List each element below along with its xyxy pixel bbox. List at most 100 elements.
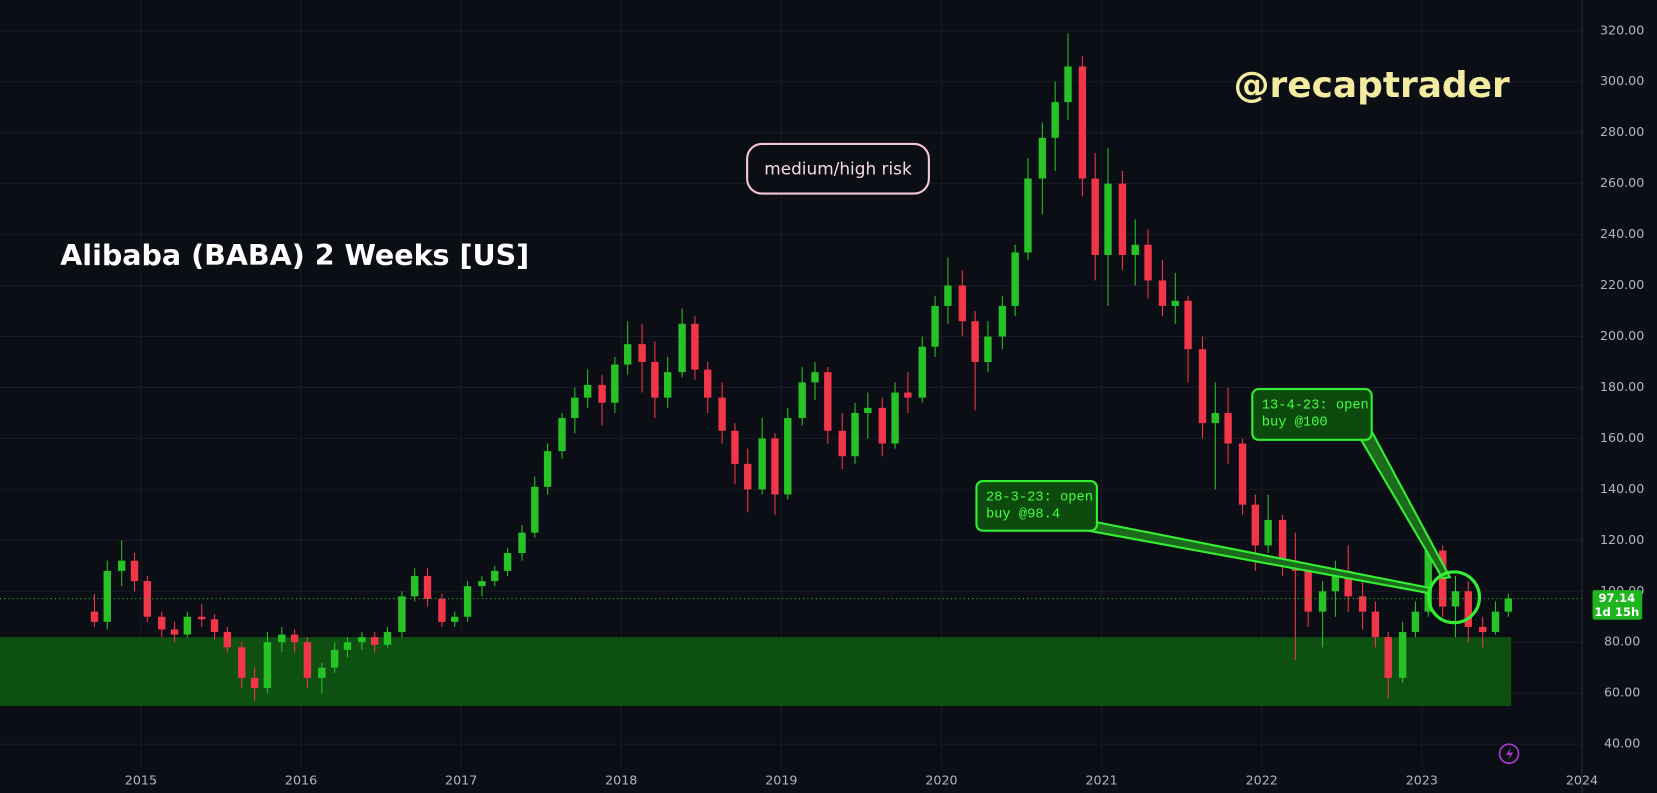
candle-body	[183, 616, 192, 635]
candle-body	[824, 372, 832, 431]
candle-body	[1478, 626, 1487, 633]
y-tick-label: 200.00	[1600, 328, 1644, 343]
y-tick-label: 320.00	[1600, 22, 1644, 37]
candle-body	[1278, 519, 1287, 561]
y-tick-label: 220.00	[1600, 277, 1644, 292]
candle-body	[638, 344, 646, 362]
candle-body	[1504, 598, 1513, 612]
candle-body	[518, 532, 526, 554]
callout-text: buy @100	[1262, 414, 1328, 430]
candle-body	[318, 667, 326, 678]
candle-body	[611, 364, 619, 403]
candle-body	[864, 407, 872, 413]
candle-body	[1131, 244, 1139, 255]
candle-body	[451, 616, 459, 622]
candle-body	[438, 598, 446, 622]
candle-body	[784, 418, 792, 495]
axes: 40.0060.0080.00100.00120.00140.00160.001…	[125, 22, 1645, 787]
candle-body	[678, 323, 686, 373]
candle-body	[623, 344, 632, 365]
y-tick-label: 240.00	[1600, 226, 1644, 241]
candle-body	[1078, 66, 1087, 179]
candle-body	[704, 369, 712, 398]
candle-body	[278, 634, 286, 643]
candles	[0, 33, 1582, 701]
candle-body	[1371, 611, 1380, 638]
candle-body	[1251, 504, 1260, 546]
candle-body	[1358, 596, 1367, 612]
x-tick-label: 2017	[445, 773, 477, 788]
candle-body	[1211, 412, 1219, 424]
candle-body	[984, 336, 992, 362]
candle-body	[811, 372, 819, 383]
y-tick-label: 300.00	[1600, 73, 1644, 88]
y-tick-label: 80.00	[1604, 634, 1640, 649]
candle-body	[798, 382, 806, 419]
countdown-label: 1d 15h	[1594, 605, 1639, 619]
watermark: @recaptrader	[1234, 65, 1510, 106]
candle-body	[1184, 300, 1192, 350]
candle-body	[1318, 591, 1327, 612]
x-tick-label: 2021	[1085, 773, 1117, 788]
candle-body	[263, 642, 272, 689]
candle-body	[731, 430, 739, 464]
candle-body	[1491, 611, 1500, 633]
candle-body	[598, 384, 606, 403]
alert-icon-bolt	[1505, 747, 1514, 761]
candle-body	[583, 384, 592, 398]
candle-body	[463, 586, 472, 617]
candle-body	[771, 438, 779, 495]
x-tick-label: 2018	[605, 773, 637, 788]
candle-body	[904, 392, 912, 398]
candle-body	[918, 346, 926, 398]
chart-title: Alibaba (BABA) 2 Weeks [US]	[60, 239, 529, 272]
candle-body	[143, 581, 152, 617]
candle-body	[1104, 183, 1112, 255]
candle-body	[503, 553, 512, 571]
candle-body	[958, 285, 967, 322]
callout-box	[975, 479, 1098, 532]
candle-body	[878, 407, 886, 444]
last-price-label: 97.14	[1598, 591, 1635, 605]
candle-body	[343, 642, 352, 650]
highlight-circle	[1427, 570, 1482, 625]
candle-body	[383, 632, 392, 645]
candle-body	[117, 560, 126, 571]
candle-body	[531, 486, 539, 533]
candle-body	[1451, 591, 1460, 607]
y-tick-label: 140.00	[1600, 481, 1644, 496]
candle-body	[543, 451, 552, 487]
candle-body	[998, 305, 1007, 337]
candle-body	[1304, 570, 1312, 612]
candle-body	[851, 412, 859, 457]
callout-box	[1251, 388, 1373, 441]
candle-body	[358, 637, 366, 643]
candle-body	[971, 321, 979, 362]
zone-layer	[0, 637, 1512, 706]
support-zone	[0, 637, 1512, 706]
x-tick-label: 2023	[1406, 773, 1438, 788]
candle-body	[290, 634, 299, 643]
candle-body	[1344, 570, 1352, 597]
candle-body	[1264, 519, 1272, 546]
candle-body	[303, 642, 312, 678]
candle-body	[1051, 102, 1059, 138]
candle-body	[1411, 611, 1420, 633]
candle-body	[90, 611, 99, 622]
y-tick-label: 60.00	[1604, 685, 1640, 700]
candle-body	[838, 430, 846, 457]
candle-body	[1224, 412, 1232, 444]
candle-body	[558, 418, 566, 452]
candle-body	[931, 305, 939, 347]
candle-body	[1038, 137, 1047, 179]
candle-body	[223, 632, 232, 648]
candle-body	[1398, 632, 1407, 678]
alert-icon[interactable]	[1498, 743, 1520, 764]
candle-body	[1011, 252, 1019, 306]
x-tick-label: 2019	[765, 773, 797, 788]
candle-body	[170, 629, 179, 635]
callout-text: 13-4-23: open	[1262, 399, 1369, 414]
candle-body	[1238, 443, 1247, 505]
